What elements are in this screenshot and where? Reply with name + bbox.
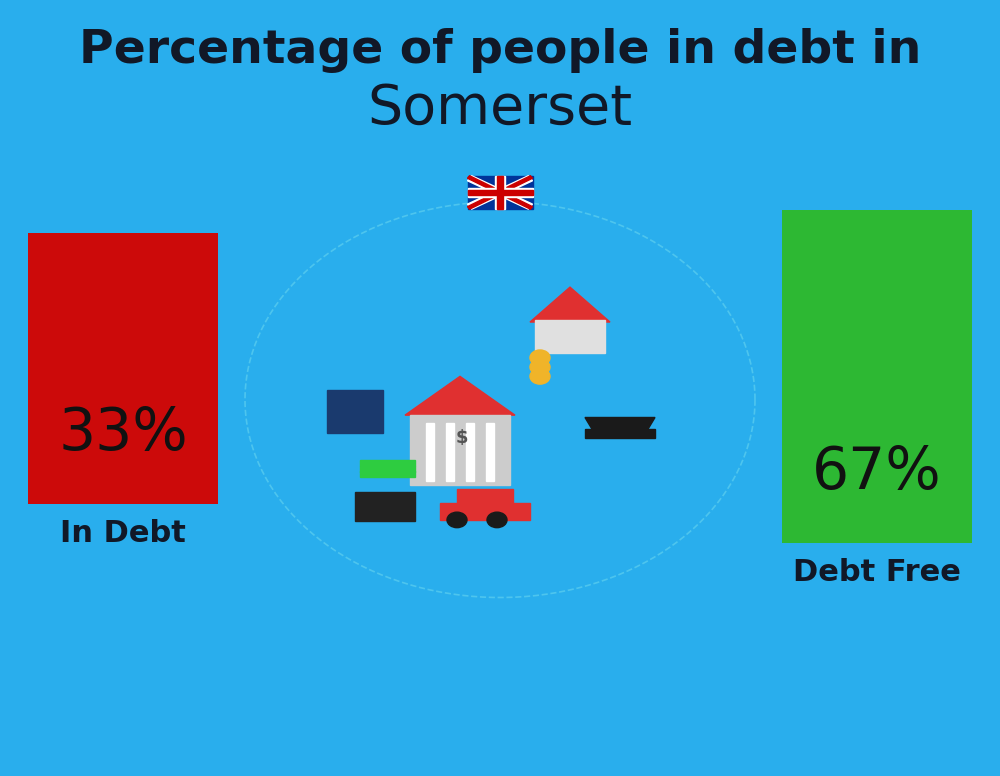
Circle shape: [265, 217, 735, 582]
Bar: [360, 471, 415, 477]
Text: Somerset: Somerset: [367, 81, 633, 136]
Text: In Debt: In Debt: [60, 519, 186, 549]
Circle shape: [530, 350, 550, 365]
Bar: [355, 492, 415, 521]
Bar: [535, 320, 605, 353]
Bar: [410, 415, 510, 485]
Polygon shape: [530, 287, 610, 322]
Bar: [28, 233, 218, 504]
Bar: [440, 503, 530, 520]
Bar: [468, 188, 532, 197]
Text: 33%: 33%: [58, 405, 188, 462]
Bar: [468, 189, 532, 196]
Polygon shape: [585, 417, 655, 429]
Text: 67%: 67%: [812, 444, 942, 501]
Bar: [782, 210, 972, 543]
Bar: [495, 176, 505, 209]
Text: $: $: [456, 429, 468, 448]
Bar: [327, 390, 383, 433]
Bar: [360, 460, 415, 466]
Polygon shape: [468, 176, 532, 209]
Bar: [486, 423, 494, 481]
Circle shape: [447, 512, 467, 528]
Circle shape: [530, 369, 550, 384]
Polygon shape: [468, 176, 532, 209]
Text: Percentage of people in debt in: Percentage of people in debt in: [79, 28, 921, 73]
Bar: [457, 489, 513, 503]
Circle shape: [530, 359, 550, 375]
Polygon shape: [405, 376, 515, 415]
Bar: [360, 466, 415, 472]
Bar: [446, 423, 454, 481]
Bar: [426, 423, 434, 481]
Polygon shape: [468, 176, 532, 209]
Circle shape: [487, 512, 507, 528]
Polygon shape: [468, 176, 532, 209]
Bar: [466, 423, 474, 481]
Bar: [468, 176, 532, 209]
Bar: [497, 176, 503, 209]
Bar: [585, 429, 655, 438]
Text: Debt Free: Debt Free: [793, 558, 961, 587]
